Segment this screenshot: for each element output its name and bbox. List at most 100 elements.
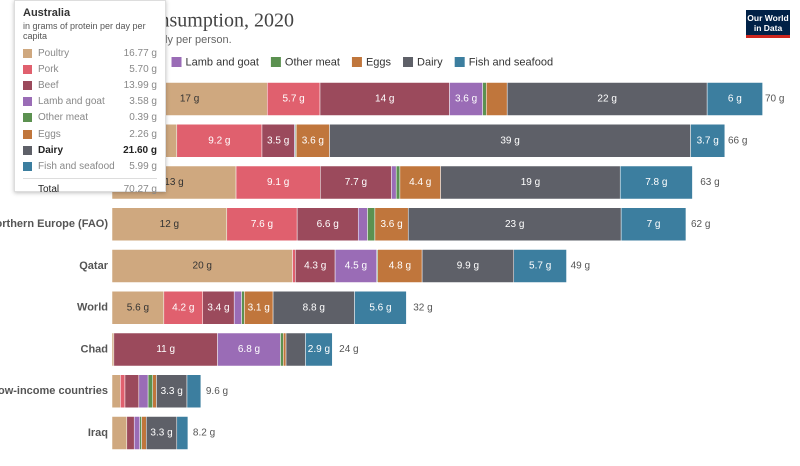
bar-segment bbox=[156, 374, 188, 408]
tooltip-row-name: Pork bbox=[38, 63, 59, 75]
bar-segment bbox=[186, 374, 202, 408]
tooltip-row-name: Poultry bbox=[38, 47, 70, 59]
tooltip-row: Eggs 2.26 g bbox=[23, 126, 157, 142]
bar-segment bbox=[111, 207, 228, 241]
tooltip-swatch bbox=[23, 129, 32, 139]
bar-segment bbox=[357, 207, 368, 241]
value-label: 14 g bbox=[375, 94, 394, 105]
bar-segment bbox=[139, 416, 142, 450]
bar-segment bbox=[690, 124, 726, 158]
bar-segment bbox=[244, 291, 274, 325]
value-label: 9.1 g bbox=[267, 177, 289, 188]
value-label: 6 g bbox=[728, 94, 742, 105]
bar-segment bbox=[280, 332, 284, 367]
bar-segment bbox=[111, 416, 128, 450]
bar-segment bbox=[367, 207, 376, 241]
value-label: 3.3 g bbox=[150, 428, 172, 439]
total-label: 9.6 g bbox=[206, 386, 228, 397]
tooltip-row: Beef 13.99 g bbox=[23, 77, 157, 93]
legend-label: Other meat bbox=[285, 56, 340, 68]
tooltip-row-value: 0.39 g bbox=[129, 112, 157, 124]
bar-segment bbox=[296, 207, 359, 241]
value-label: 19 g bbox=[521, 177, 540, 188]
tooltip-row-value: 5.99 g bbox=[129, 160, 157, 172]
tooltip-row: Poultry 16.77 g bbox=[23, 45, 157, 61]
category-label: World bbox=[77, 302, 108, 314]
value-label: 2.9 g bbox=[308, 344, 330, 355]
value-label: 6.6 g bbox=[317, 219, 339, 230]
legend-label: Fish and seafood bbox=[469, 56, 553, 68]
bar-segment bbox=[285, 332, 306, 367]
bar-segment bbox=[202, 291, 235, 325]
tooltip-row-name: Dairy bbox=[38, 144, 64, 156]
tooltip-total-name: Total bbox=[38, 183, 60, 195]
total-label: 66 g bbox=[728, 135, 747, 146]
bar-segment bbox=[226, 207, 298, 241]
total-label: 49 g bbox=[571, 261, 590, 272]
value-label: 6.8 g bbox=[238, 344, 260, 355]
total-label: 32 g bbox=[413, 302, 432, 313]
value-label: 12 g bbox=[160, 219, 179, 230]
value-label: 20 g bbox=[193, 261, 212, 272]
tooltip-row-name: Fish and seafood bbox=[38, 160, 115, 172]
bar-segment bbox=[283, 332, 287, 367]
tooltip-row-name: Other meat bbox=[38, 112, 89, 124]
category-label: Northern Europe (FAO) bbox=[0, 218, 108, 230]
value-label: 22 g bbox=[597, 94, 616, 105]
bar-segment bbox=[146, 416, 178, 450]
category-label: Chad bbox=[81, 343, 109, 355]
tooltip-row-value: 2.26 g bbox=[129, 128, 157, 140]
bar-segment bbox=[482, 82, 487, 116]
bar-segment bbox=[440, 165, 621, 200]
tooltip-row-name: Lamb and goat bbox=[38, 96, 105, 108]
bar-segment bbox=[354, 291, 407, 325]
bar-segment bbox=[334, 249, 378, 283]
bar-segment bbox=[619, 165, 693, 200]
value-label: 5.7 g bbox=[283, 94, 305, 105]
value-label: 7.6 g bbox=[251, 219, 273, 230]
category-label: Low-income countries bbox=[0, 385, 108, 397]
bar-segment bbox=[329, 124, 691, 158]
tooltip-row-value: 3.58 g bbox=[129, 96, 157, 108]
legend-label: Eggs bbox=[366, 56, 392, 68]
value-label: 5.6 g bbox=[127, 302, 149, 313]
tooltip-swatch bbox=[23, 64, 32, 74]
bar-segment bbox=[111, 291, 165, 325]
bar-segment bbox=[217, 332, 281, 367]
total-label: 24 g bbox=[339, 344, 358, 355]
tooltip-row-value: 13.99 g bbox=[123, 79, 157, 91]
value-label: 23 g bbox=[505, 219, 524, 230]
tooltip-swatch bbox=[23, 161, 32, 171]
tooltip-swatch bbox=[23, 48, 32, 58]
bar-segment bbox=[449, 82, 483, 116]
bar-segment bbox=[176, 416, 189, 450]
value-label: 4.5 g bbox=[345, 261, 367, 272]
bar-segment bbox=[120, 374, 126, 408]
bar-segment bbox=[241, 291, 245, 325]
value-label: 3.4 g bbox=[207, 302, 229, 313]
tooltip-swatch bbox=[23, 113, 32, 123]
bar-segment bbox=[407, 207, 622, 241]
value-label: 3.3 g bbox=[161, 386, 183, 397]
bar-segment bbox=[391, 165, 397, 200]
legend-swatch bbox=[454, 57, 465, 67]
bar-segment bbox=[111, 374, 121, 408]
value-label: 5.7 g bbox=[529, 261, 551, 272]
value-label: 3.1 g bbox=[248, 302, 270, 313]
value-label: 3.6 g bbox=[302, 135, 324, 146]
logo[interactable]: Our World in Data bbox=[746, 10, 790, 38]
bar-segment bbox=[266, 82, 321, 116]
tooltip-swatch bbox=[23, 97, 32, 107]
tooltip-row-name: Beef bbox=[38, 79, 59, 91]
bar-segment bbox=[486, 82, 508, 116]
bar-segment bbox=[319, 82, 450, 116]
legend-swatch bbox=[171, 57, 182, 67]
tooltip-row: Fish and seafood 5.99 g bbox=[23, 158, 157, 174]
bar-segment bbox=[295, 249, 336, 283]
value-label: 4.2 g bbox=[172, 302, 194, 313]
legend-label: Dairy bbox=[417, 56, 443, 68]
tooltip: Australia in grams of protein per day pe… bbox=[14, 0, 166, 195]
value-label: 3.7 g bbox=[697, 135, 719, 146]
tooltip-row: Dairy 21.60 g bbox=[23, 142, 157, 158]
